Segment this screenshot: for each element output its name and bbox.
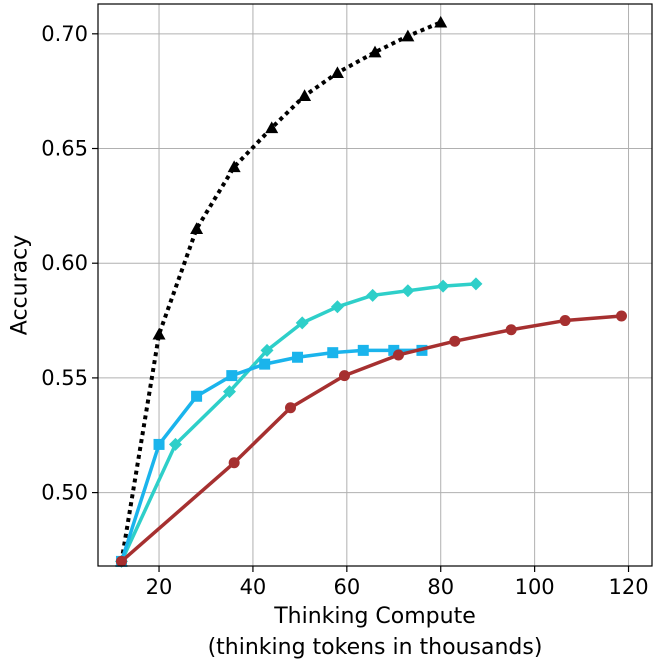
series-line [119,314,624,564]
series-line [119,348,424,564]
series-line [119,20,442,562]
square-marker [292,351,304,363]
y-tick-label: 0.70 [41,22,88,46]
square-marker [153,438,165,450]
triangle-marker [227,160,241,173]
series-1 [114,277,483,568]
x-tick-label: 40 [240,575,267,599]
circle-marker [115,555,127,567]
grid-lines [98,4,652,566]
diamond-marker [295,316,309,330]
series-3 [115,310,627,567]
x-axis-label-line2: (thinking tokens in thousands) [208,635,543,660]
square-marker [191,390,203,402]
square-marker [259,358,271,370]
diamond-marker [168,437,182,451]
y-tick-label: 0.55 [41,366,88,390]
x-tick-label: 100 [515,575,555,599]
square-marker [388,344,400,356]
x-tick-label: 120 [608,575,648,599]
plot-frame [97,3,653,567]
diamond-marker [330,300,344,314]
series-layer [114,15,627,568]
y-tick-label: 0.65 [41,137,88,161]
triangle-marker [368,45,382,58]
series-line [119,282,478,564]
diamond-marker [469,277,483,291]
x-axis-label: Thinking Compute [273,604,476,629]
square-marker [357,344,369,356]
square-marker [327,347,339,359]
triangle-marker [265,121,279,134]
diamond-marker [222,385,236,399]
diamond-marker [260,343,274,357]
circle-marker [559,315,571,327]
triangle-marker [298,89,312,101]
triangle-marker [190,222,204,234]
y-tick-label: 0.60 [41,251,88,275]
diamond-marker [436,279,450,293]
triangle-marker [330,66,344,79]
triangle-marker [401,29,415,42]
y-tick-label: 0.50 [41,481,88,505]
x-tick-label: 60 [333,575,360,599]
y-axis-label: Accuracy [8,235,33,335]
square-marker [226,370,238,382]
series-0 [114,15,448,567]
diamond-marker [401,284,415,298]
circle-marker [392,349,404,361]
x-tick-label: 20 [146,575,173,599]
circle-marker [615,310,627,322]
circle-marker [284,402,296,414]
circle-marker [228,457,240,469]
x-tick-label: 80 [427,575,454,599]
circle-marker [338,370,350,382]
axis-ticks: 20 40 60 80 100 120 0.50 0.55 0.60 0.65 0.70 [41,22,648,599]
circle-marker [449,335,461,347]
triangle-marker [152,327,166,340]
triangle-marker [434,15,448,28]
circle-marker [505,324,517,336]
diamond-marker [366,288,380,302]
